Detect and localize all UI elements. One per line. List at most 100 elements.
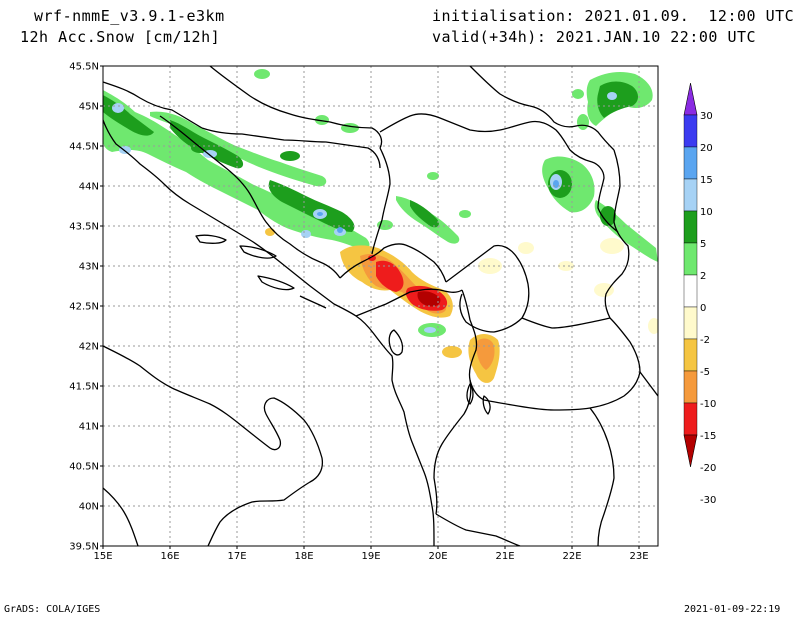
- contour-mid-blue-3: [317, 212, 323, 216]
- border-montenegro-albania: [355, 288, 463, 317]
- colorbar-label: -20: [700, 463, 716, 474]
- boundaries: [103, 66, 658, 546]
- colorbar-label: -15: [700, 431, 716, 442]
- colorbar-segment: [683, 402, 698, 436]
- contour-yellow-patch-1: [442, 346, 462, 358]
- lat-label: 40.5N: [69, 462, 99, 473]
- colorbar-segment: [683, 146, 698, 180]
- lat-label: 43N: [79, 262, 99, 273]
- contour-light-green-patch-5: [459, 210, 471, 218]
- contour-dark-green-band: [170, 120, 244, 169]
- lat-label: 44.5N: [69, 142, 99, 153]
- contour-dark-green-east2: [600, 206, 616, 226]
- lon-label: 22E: [562, 551, 581, 562]
- contour-light-green-patch-1: [254, 69, 270, 79]
- model-title: wrf-nmmE_v3.9.1-e3km: [34, 7, 225, 25]
- colorbar-segment: [683, 210, 698, 244]
- contour-dark-green-mid: [268, 180, 355, 232]
- initialisation-time: initialisation: 2021.01.09. 12:00 UTC: [432, 7, 795, 25]
- lon-label: 15E: [93, 551, 112, 562]
- lat-lon-grid: [103, 66, 658, 546]
- colorbar-label: 0: [700, 303, 706, 314]
- latitude-labels: 45.5N 45N 44.5N 44N 43.5N 43N 42.5N 42N 41.5N 41N…: [69, 62, 103, 553]
- border-croatia-hungary: [209, 66, 383, 149]
- colorbar-label: 10: [700, 207, 713, 218]
- lat-label: 45N: [79, 102, 99, 113]
- island-1: [195, 234, 227, 244]
- lat-label: 43.5N: [69, 222, 99, 233]
- colorbar-segment: [683, 178, 698, 212]
- contour-light-green-patch-2: [315, 115, 329, 125]
- colorbar-arrow-top: [683, 82, 698, 116]
- lat-label: 45.5N: [69, 62, 99, 73]
- coastline-greece: [435, 513, 521, 546]
- lon-label: 21E: [495, 551, 514, 562]
- border-croatia-bosnia: [159, 115, 341, 279]
- border-romania: [469, 66, 615, 151]
- lake-scutari: [388, 329, 404, 356]
- contour-dark-red-core: [417, 291, 441, 307]
- coastline-italy: [103, 345, 324, 546]
- colorbar-label: -10: [700, 399, 716, 410]
- lat-label: 41.5N: [69, 382, 99, 393]
- lon-label: 20E: [428, 551, 447, 562]
- contour-pale-yellow-3: [594, 283, 614, 297]
- contour-dark-green-ne: [597, 81, 638, 118]
- lat-label: 42N: [79, 342, 99, 353]
- contour-dark-green-patch-1: [280, 151, 300, 161]
- contour-dark-green-serbia: [410, 200, 439, 228]
- contour-light-blue-1: [112, 103, 124, 113]
- border-croatia-slovenia: [103, 81, 203, 129]
- colorbar-label: 15: [700, 175, 713, 186]
- island-3: [257, 275, 295, 291]
- contour-light-green-patch-7: [577, 114, 589, 130]
- contour-light-green-patch-3: [341, 123, 359, 133]
- snow-contours: [103, 69, 658, 383]
- lon-label: 16E: [160, 551, 179, 562]
- contour-pale-yellow-2: [518, 242, 534, 254]
- contour-light-green-band: [150, 111, 327, 187]
- lat-label: 44N: [79, 182, 99, 193]
- colorbar-label: -5: [700, 367, 710, 378]
- colorbar-label: 5: [700, 239, 706, 250]
- border-north-macedonia: [469, 317, 641, 411]
- contour-light-blue-7: [607, 92, 617, 100]
- colorbar-label: 2: [700, 271, 706, 282]
- lon-label: 17E: [227, 551, 246, 562]
- colorbar-segment: [683, 242, 698, 276]
- lake-prespa: [482, 395, 491, 415]
- colorbar-arrow-bottom: [683, 434, 698, 468]
- colorbar-label: -2: [700, 335, 710, 346]
- contour-red-patch: [368, 255, 376, 261]
- colorbar-segment: [683, 370, 698, 404]
- contour-red-main: [376, 260, 404, 292]
- coastline-italy-heel: [103, 487, 139, 546]
- lake-ohrid: [466, 383, 474, 405]
- lat-label: 42.5N: [69, 302, 99, 313]
- lon-label: 23E: [629, 551, 648, 562]
- border-montenegro: [339, 243, 447, 283]
- border-bosnia-serbia: [371, 147, 391, 255]
- island-2: [239, 245, 277, 259]
- border-greece-bulgaria: [639, 371, 658, 397]
- lat-label: 41N: [79, 422, 99, 433]
- credit-label: GrADS: COLA/IGES: [4, 604, 101, 615]
- contour-mid-blue-1: [337, 227, 343, 233]
- coastline-greece-2: [589, 407, 615, 546]
- colorbar-label: 30: [700, 111, 713, 122]
- lat-label: 39.5N: [69, 542, 99, 553]
- longitude-labels: 15E 16E 17E 18E 19E 20E 21E 22E 23E: [93, 546, 649, 562]
- contour-light-blue-9: [424, 327, 436, 333]
- colorbar-segment: [683, 306, 698, 340]
- lat-label: 40N: [79, 502, 99, 513]
- variable-title: 12h Acc.Snow [cm/12h]: [20, 28, 221, 46]
- border-bulgaria-serbia: [604, 149, 630, 319]
- colorbar-segment: [683, 114, 698, 148]
- map-content: [103, 66, 658, 546]
- border-bosnia-north: [201, 127, 381, 169]
- contour-pale-yellow-5: [648, 318, 658, 334]
- contour-light-green-patch-6: [572, 89, 584, 99]
- colorbar-label: 20: [700, 143, 713, 154]
- contour-pale-yellow-4: [600, 238, 624, 254]
